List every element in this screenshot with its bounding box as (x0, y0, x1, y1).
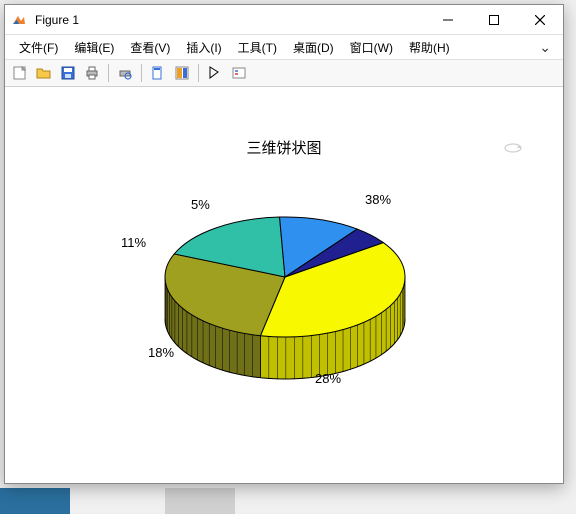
window-title: Figure 1 (33, 13, 425, 27)
slice-label: 38% (365, 192, 391, 207)
rotate3d-icon[interactable] (503, 139, 523, 158)
menu-window[interactable]: 窗口(W) (342, 37, 401, 58)
edit-plot-button[interactable] (204, 62, 226, 84)
menu-view[interactable]: 查看(V) (122, 37, 178, 58)
menu-file[interactable]: 文件(F) (11, 37, 66, 58)
menu-insert[interactable]: 插入(I) (178, 37, 229, 58)
menu-edit[interactable]: 编辑(E) (66, 37, 122, 58)
window-controls (425, 5, 563, 35)
close-button[interactable] (517, 5, 563, 35)
colorbar-button[interactable] (171, 62, 193, 84)
insert-legend-button[interactable] (228, 62, 250, 84)
menu-tools[interactable]: 工具(T) (230, 37, 285, 58)
menu-help[interactable]: 帮助(H) (401, 37, 458, 58)
toolbar-separator-2 (141, 64, 142, 82)
bg-tab-1 (0, 488, 70, 514)
link-plot-button[interactable] (147, 62, 169, 84)
menu-overflow-icon[interactable]: ⌄ (539, 39, 557, 56)
maximize-button[interactable] (471, 5, 517, 35)
slice-label: 18% (148, 345, 174, 360)
titlebar: Figure 1 (5, 5, 563, 35)
slice-label: 28% (315, 371, 341, 386)
chart-title: 三维饼状图 (5, 137, 563, 158)
minimize-button[interactable] (425, 5, 471, 35)
print-preview-button[interactable] (114, 62, 136, 84)
pie-chart (160, 202, 410, 382)
print-button[interactable] (81, 62, 103, 84)
toolbar-separator-1 (108, 64, 109, 82)
bg-tab-2 (165, 488, 235, 514)
figure-window: Figure 1 文件(F) 编辑(E) 查看(V) 插入(I) 工具(T) 桌… (4, 4, 564, 484)
toolbar (5, 59, 563, 87)
save-button[interactable] (57, 62, 79, 84)
menubar: 文件(F) 编辑(E) 查看(V) 插入(I) 工具(T) 桌面(D) 窗口(W… (5, 35, 563, 59)
toolbar-separator-3 (198, 64, 199, 82)
figure-canvas: 三维饼状图 38% 28% 18% 11% 5% (5, 87, 563, 483)
menu-desktop[interactable]: 桌面(D) (285, 37, 342, 58)
open-button[interactable] (33, 62, 55, 84)
new-figure-button[interactable] (9, 62, 31, 84)
slice-label: 11% (121, 235, 146, 250)
matlab-icon (11, 12, 27, 28)
slice-label: 5% (191, 197, 210, 212)
